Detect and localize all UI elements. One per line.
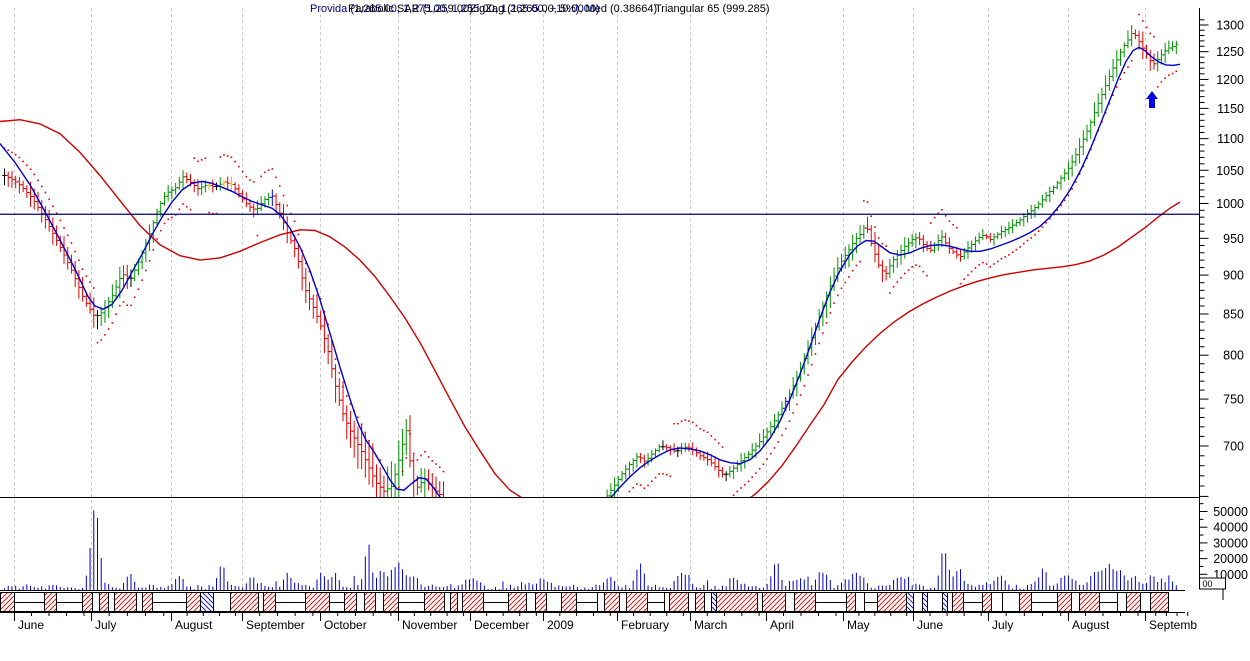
x-axis-month-label: August [175,618,213,632]
volume-bars [4,510,1177,590]
price-tick-label: 1100 [1217,132,1244,146]
x-axis-month-label: June [18,618,44,632]
price-tick-label: 1150 [1217,102,1244,116]
price-tick-label: 850 [1223,307,1244,321]
price-tick-label: 1300 [1216,19,1244,33]
price-tick-label: 1250 [1216,45,1244,59]
x-axis-month-label: February [621,618,669,632]
volume-scale-box-label: 00 [1203,579,1213,589]
axes [0,8,1200,613]
x-axis-month-label: October [324,618,367,632]
x-axis-month-label: December [474,618,529,632]
month-gridlines [14,8,1146,590]
x-axis-month-label: November [402,618,457,632]
x-axis-month-label: September [246,618,305,632]
volume-tick-label: 50000 [1213,505,1248,519]
x-axis-month-label: June [917,618,943,632]
x-axis-month-label: August [1072,618,1110,632]
price-tick-label: 900 [1223,269,1244,283]
equivolume-strip [0,592,1169,612]
x-axis-month-label: July [992,618,1013,632]
x-axis-month-label: May [847,618,870,632]
ohlc-bars [2,25,1179,498]
price-tick-label: 1000 [1216,197,1244,211]
x-axis-month-label: March [694,618,727,632]
volume-tick-label: 30000 [1213,536,1248,550]
fast-ma-line [0,46,1181,498]
x-axis-month-label: 2009 [547,618,574,632]
price-tick-label: 750 [1223,393,1244,407]
price-tick-label: 1050 [1216,164,1244,178]
volume-scale-box: 00 [1199,577,1226,600]
price-tick-label: 950 [1223,232,1244,246]
buy-arrow-icon [1146,91,1158,108]
x-axis: June July August September October November De… [14,612,1197,632]
x-axis-month-label: July [95,618,116,632]
x-axis-month-label: April [770,618,794,632]
volume-tick-label: 20000 [1213,552,1248,566]
price-tick-label: 1200 [1216,73,1244,87]
price-axis: 700 750 800 850 900 950 1000 1050 1100 1150 1200 12… [1199,19,1244,497]
x-axis-month-label: Septemb [1149,618,1197,632]
price-tick-label: 700 [1223,440,1244,454]
price-tick-label: 800 [1223,349,1244,363]
slow-ma-line [0,118,1181,498]
volume-tick-label: 40000 [1213,521,1248,535]
